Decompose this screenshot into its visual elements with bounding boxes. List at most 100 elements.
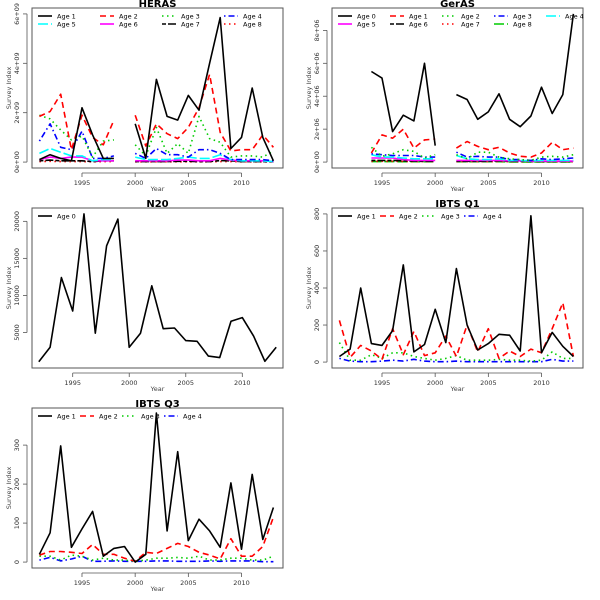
legend-label: Age 0	[357, 12, 376, 20]
x-tick-label: 2005	[480, 379, 497, 387]
y-axis: 0e+00 2e+06 4e+06 6e+06 8e+06 Survey Index	[305, 19, 328, 173]
legend: Age 1 Age 2 Age 3 Age 4	[38, 412, 202, 420]
x-axis: 1995 2000 2005 2010 Year	[374, 172, 550, 193]
legend-item: Age 1	[338, 212, 376, 220]
panel-geras: GerAS 1995 2000 2005 2010 Year 0e+00 2e+06 4e+06…	[305, 0, 584, 193]
legend: Age 0 Age 1 Age 2 Age 3 Age 4 Age 5 Age 6 Age 7…	[338, 12, 584, 28]
y-tick-label: 10000	[13, 285, 21, 306]
y-tick-label: 300	[13, 439, 21, 451]
panel-n20: N20 1995 2000 2005 2010 Year 5000 10000 15000 200…	[5, 199, 284, 393]
series-line-age-1	[39, 16, 275, 162]
x-axis-label: Year	[450, 385, 465, 393]
y-tick-label: 0e+00	[13, 151, 21, 173]
series-line-age-4	[339, 357, 574, 363]
x-tick-label: 2010	[533, 379, 550, 387]
legend-label: Age 1	[409, 12, 428, 20]
y-tick-label: 6e+09	[13, 3, 21, 25]
x-tick-label: 2005	[177, 379, 194, 387]
y-tick-label: 6e+06	[313, 52, 321, 74]
legend-item: Age 8	[494, 20, 532, 28]
legend-label: Age 4	[183, 412, 202, 420]
legend-label: Age 6	[409, 20, 428, 28]
legend-label: Age 2	[119, 12, 138, 20]
y-tick-label: 4e+09	[13, 52, 21, 74]
y-tick-label: 600	[313, 245, 321, 257]
legend-label: Age 1	[57, 12, 76, 20]
y-axis-label: Survey Index	[5, 467, 13, 510]
legend-label: Age 4	[483, 212, 502, 220]
y-tick-label: 200	[13, 478, 21, 490]
plot-frame	[31, 7, 284, 169]
y-axis-label: Survey Index	[5, 267, 13, 310]
x-tick-label: 1995	[74, 179, 91, 187]
y-axis: 0 100 200 300 Survey Index	[5, 439, 28, 564]
legend-item: Age 4	[546, 12, 584, 20]
x-tick-label: 2000	[127, 579, 144, 587]
legend-label: Age 2	[461, 12, 480, 20]
chart-title: N20	[146, 199, 168, 210]
x-axis: 1995 2000 2005 2010 Year	[374, 372, 550, 393]
y-tick-label: 0	[313, 360, 321, 364]
legend-item: Age 2	[80, 412, 118, 420]
legend-label: Age 3	[141, 412, 160, 420]
legend-item: Age 5	[38, 20, 76, 28]
series-line-age-3	[39, 114, 274, 158]
legend-label: Age 3	[181, 12, 200, 20]
series-line-age-2	[39, 73, 275, 152]
legend-label: Age 2	[99, 412, 118, 420]
x-tick-label: 2010	[533, 179, 550, 187]
legend-label: Age 3	[513, 12, 532, 20]
legend: Age 1 Age 2 Age 3 Age 4	[338, 212, 502, 220]
x-tick-label: 2010	[233, 179, 250, 187]
legend-label: Age 4	[243, 12, 262, 20]
series-group	[338, 215, 575, 363]
x-axis-label: Year	[150, 185, 165, 193]
legend-label: Age 4	[565, 12, 584, 20]
x-tick-label: 1995	[74, 579, 91, 587]
y-axis-label: Survey Index	[5, 67, 13, 110]
plot-frame	[31, 207, 284, 369]
legend-label: Age 5	[57, 20, 76, 28]
series-line-age-4	[38, 123, 274, 162]
y-tick-label: 200	[313, 319, 321, 331]
legend-label: Age 1	[57, 412, 76, 420]
y-axis: 0 200 400 600 800 Survey Index	[305, 208, 328, 364]
legend-label: Age 8	[243, 20, 262, 28]
legend-label: Age 7	[461, 20, 480, 28]
y-axis-label: Survey Index	[305, 267, 313, 310]
chart-title: GerAS	[440, 0, 475, 10]
series-line-age-2	[370, 146, 574, 162]
legend-label: Age 0	[57, 212, 76, 220]
legend-label: Age 3	[441, 212, 460, 220]
legend-item: Age 4	[464, 212, 502, 220]
legend-label: Age 8	[513, 20, 532, 28]
series-line-age-2	[338, 302, 575, 361]
legend-item: Age 3	[494, 12, 532, 20]
y-tick-label: 2e+09	[13, 102, 21, 124]
legend: Age 1 Age 2 Age 3 Age 4 Age 5 Age 6 Age 7 Age 8	[38, 12, 262, 28]
y-axis: 5000 10000 15000 20000 Survey Index	[5, 211, 28, 341]
x-axis-label: Year	[150, 585, 165, 593]
legend-item: Age 3	[162, 12, 200, 20]
x-axis: 1995 2000 2005 2010 Year	[74, 172, 250, 193]
y-tick-label: 400	[313, 282, 321, 294]
legend-label: Age 2	[399, 212, 418, 220]
legend-label: Age 1	[357, 212, 376, 220]
y-tick-label: 0e+00	[313, 151, 321, 173]
x-axis-label: Year	[450, 185, 465, 193]
legend-item: Age 2	[380, 212, 418, 220]
x-tick-label: 2010	[233, 579, 250, 587]
x-tick-label: 1995	[64, 379, 81, 387]
y-tick-label: 2e+06	[313, 118, 321, 140]
x-tick-label: 2005	[180, 179, 197, 187]
chart-title: IBTS Q1	[435, 199, 479, 210]
legend-item: Age 8	[224, 20, 262, 28]
legend-item: Age 3	[122, 412, 160, 420]
series-group	[38, 213, 277, 363]
series-line-age-0	[38, 213, 277, 363]
chart-title: IBTS Q3	[135, 399, 179, 410]
x-axis-label: Year	[150, 385, 165, 393]
legend-item: Age 2	[100, 12, 138, 20]
x-axis: 1995 2000 2005 2010 Year	[74, 572, 250, 593]
